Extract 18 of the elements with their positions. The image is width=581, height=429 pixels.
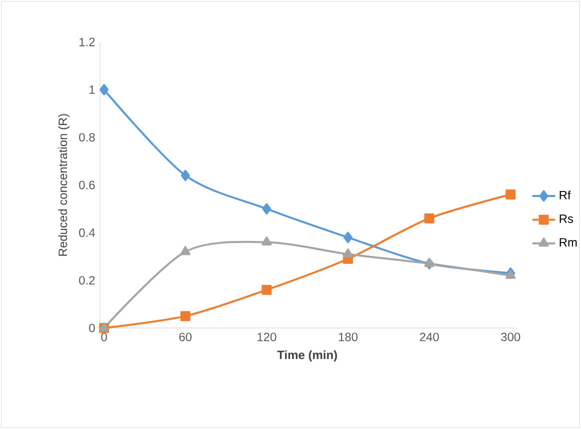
y-tick-label: 0.6 [79,180,95,190]
y-tick-label: 0.4 [79,228,95,237]
legend-label: Rf [560,190,571,200]
x-tick-label: 180 [338,332,358,342]
y-axis-title: Reduced concentration (R) [58,114,70,256]
x-tick-label: 120 [258,332,276,342]
y-tick-label: 0 [89,324,95,332]
x-axis-title: Time (min) [277,350,337,362]
x-tick-label: 0 [101,332,107,342]
x-tick-label: 300 [501,332,520,342]
legend-label: Rs [560,214,574,223]
y-tick-label: 1 [90,86,95,94]
y-tick-label: 1.2 [80,38,95,46]
x-tick-label: 240 [420,332,439,342]
y-tick-label: 0.2 [79,276,95,285]
legend-label: Rm [560,238,577,246]
y-tick-label: 0.8 [79,133,95,142]
x-tick-label: 60 [179,332,192,342]
